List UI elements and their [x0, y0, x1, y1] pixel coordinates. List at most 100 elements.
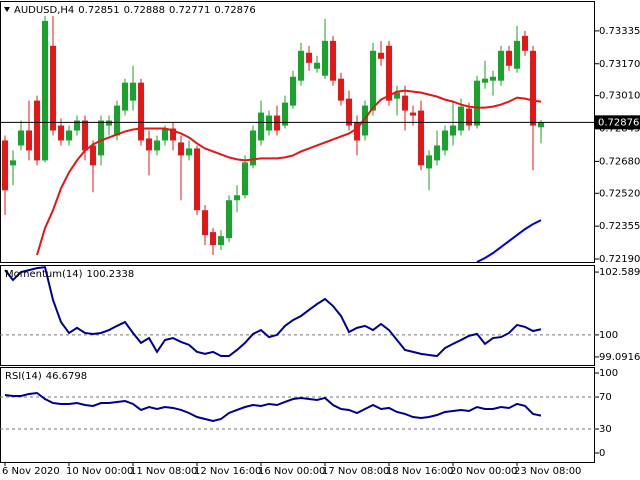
candle-body	[402, 95, 408, 111]
x-tick-label: 17 Nov 08:00	[322, 466, 389, 477]
header-value: 0.72851	[78, 5, 119, 16]
plot-area	[0, 391, 595, 430]
indicator-value: 46.6798	[46, 371, 87, 382]
candle-body	[146, 138, 152, 151]
indicator-title: Momentum(14)	[5, 269, 83, 280]
candle-body	[26, 130, 32, 151]
candle-body	[450, 125, 456, 136]
candle-body	[210, 232, 216, 246]
candle-body	[242, 162, 248, 196]
candle-body	[154, 140, 160, 151]
candle-body	[514, 40, 520, 69]
panel-frame	[0, 367, 595, 463]
y-tick-label: 102.5894	[599, 267, 640, 278]
candle-body	[330, 40, 336, 81]
candle-body	[378, 52, 384, 59]
menu-arrow	[4, 7, 10, 12]
candle-body	[298, 50, 304, 81]
candle-body	[42, 20, 48, 161]
candle-body	[322, 40, 328, 76]
indicator-header: Momentum(14) 100.2338	[5, 269, 134, 280]
panel-frame	[0, 1, 595, 263]
candle-body	[138, 82, 144, 141]
candle-body	[34, 100, 40, 161]
indicator-value: 100.2338	[87, 269, 135, 280]
y-tick-label: 0.72355	[599, 221, 640, 232]
y-tick-label: 0	[599, 448, 605, 459]
candle-body	[74, 120, 80, 131]
candle-body	[490, 76, 496, 81]
candle-body	[290, 76, 296, 106]
y-tick-label: 100	[599, 330, 618, 341]
candle-body	[274, 115, 280, 131]
candle-body	[202, 210, 208, 236]
plot-area	[0, 266, 595, 358]
y-tick-label: 30	[599, 424, 612, 435]
candle-body	[130, 82, 136, 101]
candle-body	[2, 140, 8, 191]
candle-body	[98, 120, 104, 156]
y-tick-label: 99.0916	[599, 352, 640, 363]
indicator-line	[4, 266, 542, 358]
indicator-line	[4, 391, 542, 423]
candle-body	[186, 148, 192, 156]
y-tick-label: 0.72190	[599, 254, 640, 265]
chart-header: AUDUSD,H4 0.72851 0.72888 0.72771 0.72876	[14, 5, 256, 16]
candle-body	[418, 110, 424, 166]
candle-body	[10, 160, 16, 166]
candle-body	[466, 108, 472, 126]
candle-body	[250, 130, 256, 166]
candle-body	[506, 50, 512, 66]
y-tick-label: 0.73170	[599, 59, 640, 70]
candle-body	[114, 105, 120, 136]
candle-body	[234, 195, 240, 201]
plot-area	[2, 15, 544, 262]
y-tick-label: 100	[599, 368, 618, 379]
candle-body	[458, 106, 464, 131]
candle-body	[218, 236, 224, 246]
y-tick-label: 0.73335	[599, 26, 640, 37]
candle-body	[394, 92, 400, 99]
x-tick-label: 11 Nov 08:00	[130, 466, 197, 477]
candle-body	[122, 82, 128, 111]
candle-body	[194, 148, 200, 211]
y-tick-label: 0.72680	[599, 156, 640, 167]
indicator-title: RSI(14)	[5, 371, 42, 382]
y-tick-label: 70	[599, 392, 612, 403]
header-value: 0.72888	[124, 5, 165, 16]
candle-body	[266, 115, 272, 131]
candle-body	[18, 130, 24, 146]
candle-body	[354, 122, 360, 141]
candle-body	[426, 155, 432, 169]
candle-body	[346, 98, 352, 126]
candle-body	[338, 78, 344, 101]
x-tick-label: 16 Nov 00:00	[258, 466, 325, 477]
x-tick-label: 12 Nov 16:00	[194, 466, 261, 477]
candle-body	[370, 50, 376, 111]
candle-body	[90, 145, 96, 166]
candle-body	[442, 130, 448, 151]
x-tick-label: 20 Nov 00:00	[450, 466, 517, 477]
header-value: 0.72876	[214, 5, 255, 16]
candle-body	[538, 122, 544, 128]
candle-body	[482, 78, 488, 83]
candle-body	[82, 120, 88, 151]
candle-body	[66, 130, 72, 141]
candle-body	[314, 62, 320, 69]
current-price-label: 0.72876	[598, 117, 639, 128]
header-value: AUDUSD,H4	[14, 5, 74, 16]
candle-body	[498, 50, 504, 81]
candle-body	[258, 112, 264, 141]
candle-body	[530, 50, 536, 126]
indicator-line	[476, 219, 542, 262]
candle-body	[474, 80, 480, 126]
candle-body	[226, 200, 232, 239]
candle-body	[170, 128, 176, 141]
candle-body	[162, 128, 168, 141]
candle-body	[50, 45, 56, 131]
candle-body	[386, 45, 392, 101]
candle-body	[306, 52, 312, 63]
x-tick-label: 23 Nov 08:00	[514, 466, 581, 477]
candle-body	[434, 145, 440, 161]
